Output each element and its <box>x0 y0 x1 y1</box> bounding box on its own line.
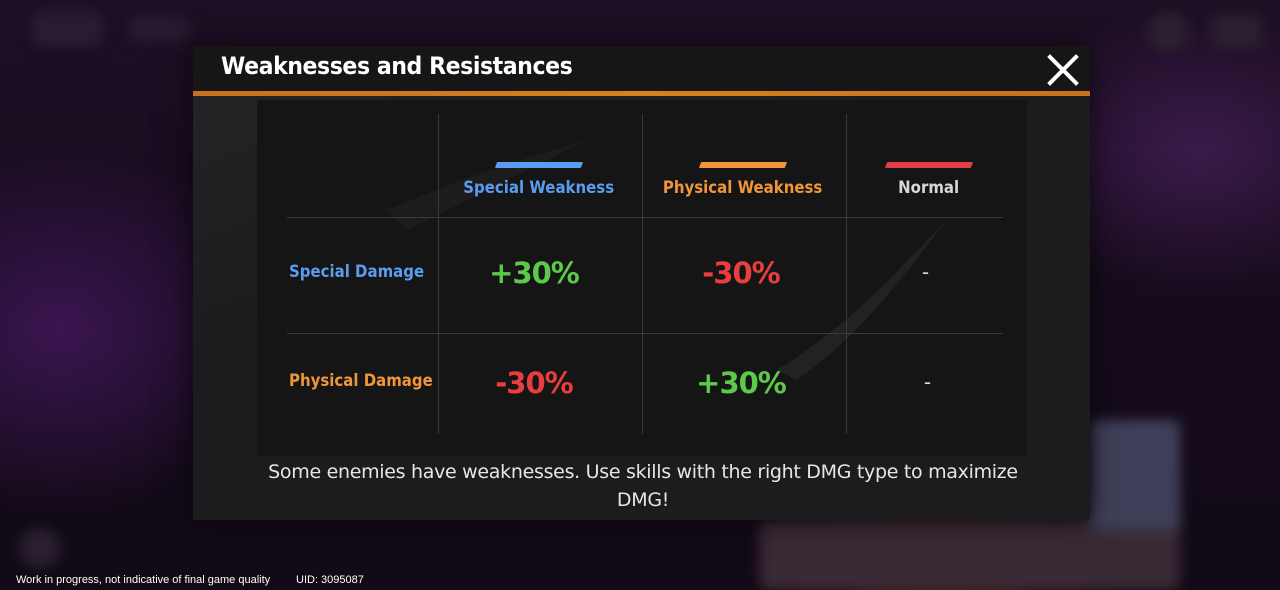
column-label: Physical Weakness <box>663 178 823 198</box>
cell-special-dmg-vs-normal: - <box>921 260 929 284</box>
dialog-title: Weaknesses and Resistances <box>221 52 573 80</box>
special-weakness-stripe <box>494 162 584 168</box>
wip-disclaimer: Work in progress, not indicative of fina… <box>16 574 271 586</box>
grid-line <box>438 114 439 434</box>
background-character <box>1090 420 1180 530</box>
close-icon <box>1047 54 1079 86</box>
background-icon <box>1212 14 1262 48</box>
hint-text: Some enemies have weaknesses. Use skills… <box>268 461 1018 511</box>
normal-stripe <box>884 162 974 168</box>
background-scene <box>760 520 1180 590</box>
close-button[interactable] <box>1045 52 1081 88</box>
cell-physical-dmg-vs-normal: - <box>923 370 931 394</box>
dialog-header: Weaknesses and Resistances <box>193 46 1090 92</box>
cell-special-dmg-vs-special-weakness: +30% <box>489 256 580 290</box>
decorative-swoosh <box>777 220 947 380</box>
row-label-physical-damage: Physical Damage <box>289 371 433 391</box>
column-header-physical-weakness: Physical Weakness <box>643 162 843 198</box>
background-menu-button <box>130 16 190 42</box>
background-icon <box>1148 12 1188 52</box>
weakness-dialog: Weaknesses and Resistances Special Weakn… <box>193 46 1090 520</box>
column-header-special-weakness: Special Weakness <box>439 162 639 198</box>
background-menu-button <box>32 12 102 46</box>
grid-line <box>287 217 1003 218</box>
damage-table: Special Weakness Physical Weakness Norma… <box>257 100 1027 456</box>
cell-special-dmg-vs-physical-weakness: -30% <box>702 256 780 290</box>
cell-physical-dmg-vs-special-weakness: -30% <box>495 366 573 400</box>
uid-label: UID: 3095087 <box>296 574 364 586</box>
grid-line <box>642 114 643 434</box>
row-label-special-damage: Special Damage <box>289 262 425 282</box>
grid-line <box>287 333 1003 334</box>
header-accent-bar <box>193 91 1090 96</box>
cell-physical-dmg-vs-physical-weakness: +30% <box>696 366 787 400</box>
physical-weakness-stripe <box>698 162 788 168</box>
column-label: Special Weakness <box>463 178 615 198</box>
column-header-normal: Normal <box>829 162 1029 198</box>
column-label: Normal <box>898 178 960 198</box>
background-icon <box>20 528 60 568</box>
grid-line <box>846 114 847 434</box>
